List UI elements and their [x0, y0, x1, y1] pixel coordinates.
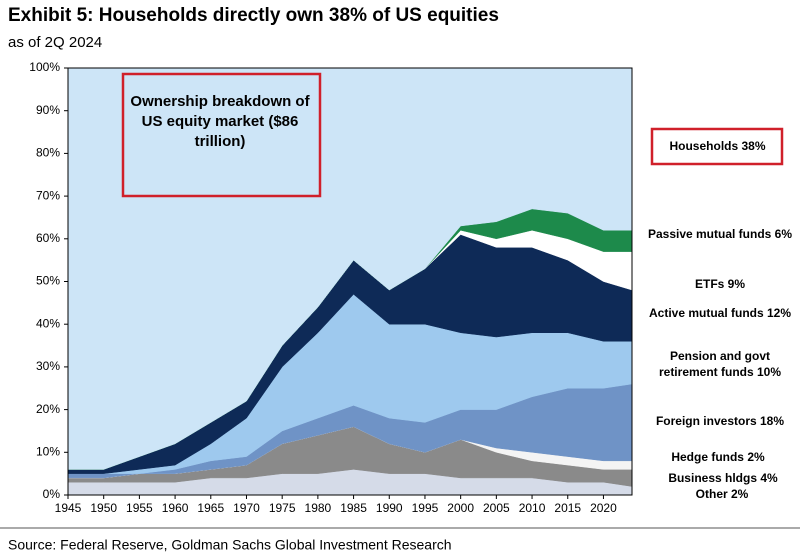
series-label: Foreign investors 18% [655, 414, 785, 428]
x-tick-label: 1955 [126, 501, 153, 515]
source: Source: Federal Reserve, Goldman Sachs G… [8, 537, 452, 553]
series-label: Active mutual funds 12% [648, 306, 792, 320]
y-tick-label: 70% [36, 188, 60, 202]
series-label: Business hldgs 4% [668, 471, 778, 485]
x-tick-label: 1970 [233, 501, 260, 515]
y-tick-label: 30% [36, 359, 60, 373]
x-tick-label: 2005 [483, 501, 510, 515]
x-tick-label: 2000 [447, 501, 474, 515]
plot-area: 0% 10% 20% 30% 40% 50% 60% 70% 80% 90% 100% 1945 195… [29, 60, 633, 515]
x-tick-label: 1975 [269, 501, 296, 515]
y-tick-label: 0% [43, 487, 61, 501]
x-tick-label: 1995 [412, 501, 439, 515]
y-tick-label: 60% [36, 231, 60, 245]
x-tick-label: 1960 [162, 501, 189, 515]
chart-title: Exhibit 5: Households directly own 38% o… [8, 5, 499, 26]
y-tick-label: 40% [36, 316, 60, 330]
x-tick-label: 2010 [519, 501, 546, 515]
y-tick-label: 90% [36, 103, 60, 117]
y-tick-label: 80% [36, 146, 60, 160]
y-tick-label: 10% [36, 444, 60, 458]
series-label: Hedge funds 2% [671, 450, 765, 464]
x-tick-label: 2020 [590, 501, 617, 515]
y-tick-label: 20% [36, 402, 60, 416]
y-tick-label: 100% [29, 60, 60, 74]
series-label: ETFs 9% [694, 277, 745, 291]
x-tick-label: 1980 [305, 501, 332, 515]
chart-subtitle: as of 2Q 2024 [8, 34, 102, 51]
series-label: Other 2% [695, 487, 749, 501]
series-label: Households 38% [669, 139, 766, 153]
y-tick-label: 50% [36, 274, 60, 288]
series-label: Pension and govt retirement funds 10% [658, 349, 782, 379]
x-tick-label: 2015 [554, 501, 581, 515]
x-tick-label: 1985 [340, 501, 367, 515]
x-tick-label: 1950 [90, 501, 117, 515]
annotation: Ownership breakdown of US equity market … [130, 93, 310, 150]
series-label: Passive mutual funds 6% [647, 227, 793, 241]
x-tick-label: 1965 [197, 501, 224, 515]
x-tick-label: 1945 [55, 501, 82, 515]
x-tick-label: 1990 [376, 501, 403, 515]
